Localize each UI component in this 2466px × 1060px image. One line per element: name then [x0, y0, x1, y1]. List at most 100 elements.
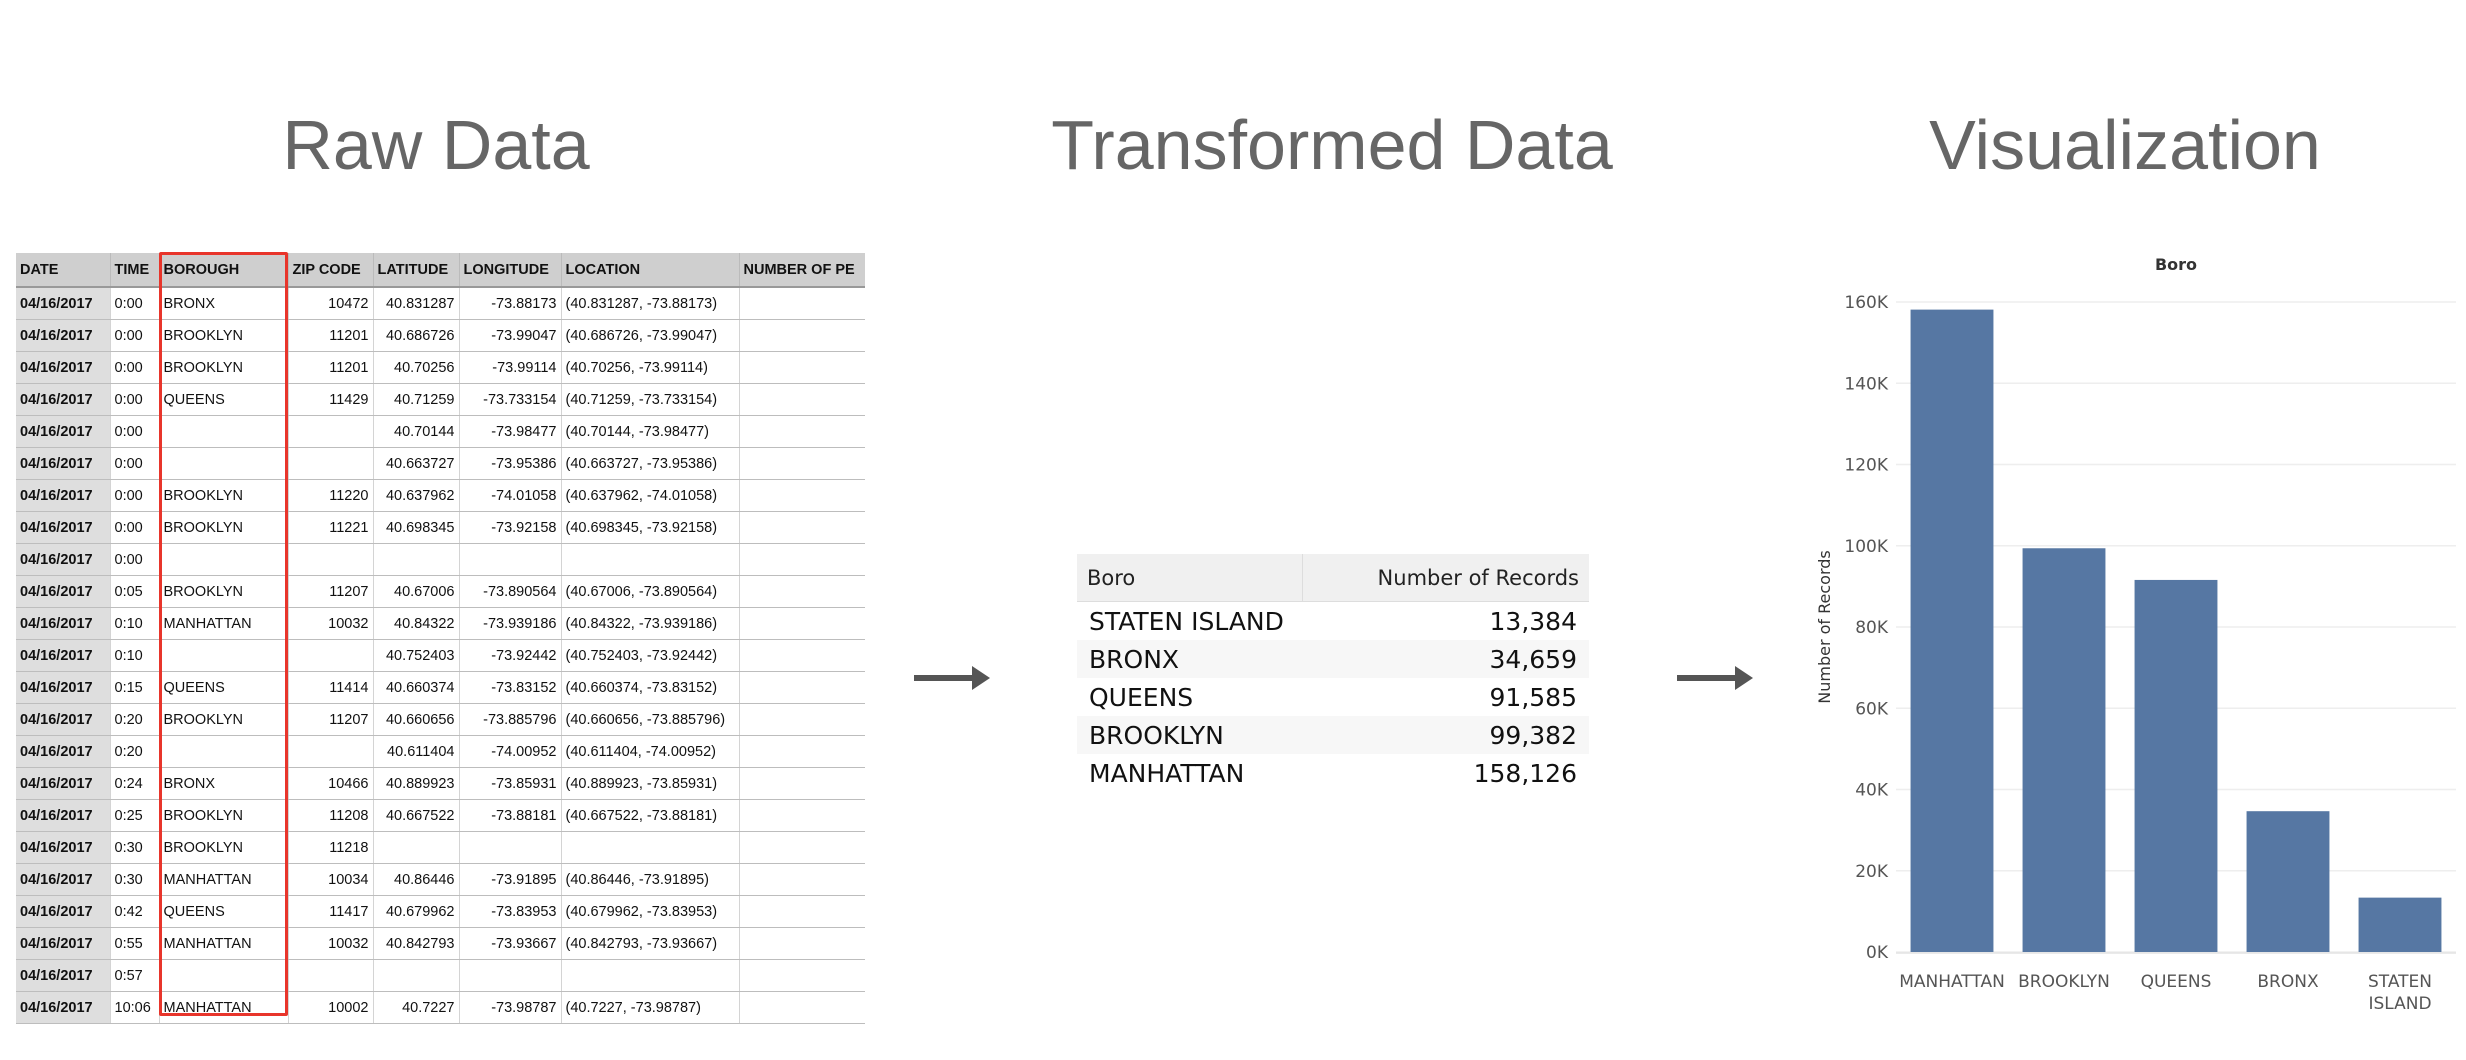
bar-manhattan [1910, 309, 1994, 952]
table-cell: QUEENS [159, 383, 289, 416]
table-cell: (40.67006, -73.890564) [561, 575, 740, 608]
column-header-number-of-records: Number of Records [1302, 554, 1589, 602]
table-cell: BROOKLYN [159, 703, 289, 736]
table-row: 04/16/2017 0:05 BROOKLYN 11207 40.67006 -73.8… [16, 575, 865, 608]
table-cell [373, 543, 460, 576]
table-cell: 04/16/2017 [16, 543, 111, 576]
table-cell: 3 [739, 543, 865, 576]
table-cell: -73.99114 [459, 351, 562, 384]
table-cell: 0 [739, 319, 865, 352]
table-cell: BROOKLYN [159, 351, 289, 384]
y-tick-label: 120K [1844, 456, 1888, 476]
table-cell [159, 543, 289, 576]
table-cell: 0:57 [110, 959, 160, 992]
table-cell [288, 735, 374, 768]
table-cell: 40.611404 [373, 735, 460, 768]
table-cell: -73.885796 [459, 703, 562, 736]
table-cell: (40.70256, -73.99114) [561, 351, 740, 384]
table-cell: -73.83152 [459, 671, 562, 704]
table-cell: 0 [739, 703, 865, 736]
boro-cell: QUEENS [1089, 682, 1194, 712]
x-tick-label: STATEN ISLAND [2368, 972, 2432, 1014]
table-cell: -73.99047 [459, 319, 562, 352]
table-row: QUEENS 91,585 [1077, 678, 1589, 716]
table-cell: MANHATTAN [159, 927, 289, 960]
table-cell: (40.663727, -73.95386) [561, 447, 740, 480]
table-cell: 40.660374 [373, 671, 460, 704]
bar-bronx [2246, 811, 2330, 952]
table-cell: 04/16/2017 [16, 671, 111, 704]
column-header: LATITUDE [373, 253, 460, 288]
y-tick-label: 160K [1844, 293, 1888, 313]
bar-brooklyn [2022, 548, 2106, 952]
table-cell: 10:06 [110, 991, 160, 1024]
table-cell: 11208 [288, 799, 374, 832]
y-axis-label: Number of Records [1815, 550, 1834, 703]
y-tick-label: 100K [1844, 537, 1888, 557]
table-cell: QUEENS [159, 671, 289, 704]
table-cell: 04/16/2017 [16, 479, 111, 512]
table-cell: (40.842793, -73.93667) [561, 927, 740, 960]
table-row: 04/16/2017 0:20 40.611404 -74.00952 (40.6114… [16, 735, 865, 768]
table-cell: (40.70144, -73.98477) [561, 415, 740, 448]
table-cell: 0:42 [110, 895, 160, 928]
raw-data-table: DATE TIME BOROUGH ZIP CODE LATITUDE LONGITUDE… [16, 253, 865, 1024]
table-cell: 04/16/2017 [16, 735, 111, 768]
table-cell: 04/16/2017 [16, 287, 111, 320]
count-cell: 91,585 [1489, 682, 1577, 712]
table-cell: 0 [739, 799, 865, 832]
table-cell: 11207 [288, 703, 374, 736]
table-cell: 40.84322 [373, 607, 460, 640]
column-header: BOROUGH [159, 253, 289, 288]
table-row: 04/16/2017 0:15 QUEENS 11414 40.660374 -73.83… [16, 671, 865, 704]
table-cell [561, 959, 740, 992]
table-cell: -74.00952 [459, 735, 562, 768]
table-cell: 11218 [288, 831, 374, 864]
table-cell: 0:20 [110, 703, 160, 736]
table-cell: (40.71259, -73.733154) [561, 383, 740, 416]
table-cell: 2 [739, 863, 865, 896]
table-cell: MANHATTAN [159, 991, 289, 1024]
table-row: 04/16/2017 0:00 QUEENS 11429 40.71259 -73.733… [16, 383, 865, 416]
table-cell: 0 [739, 831, 865, 864]
table-cell: 0:30 [110, 831, 160, 864]
table-cell: 04/16/2017 [16, 607, 111, 640]
table-cell: 40.663727 [373, 447, 460, 480]
table-cell: 04/16/2017 [16, 351, 111, 384]
table-cell: 0:24 [110, 767, 160, 800]
table-cell: (40.660656, -73.885796) [561, 703, 740, 736]
table-row: 04/16/2017 0:00 BROOKLYN 11221 40.698345 -73.… [16, 511, 865, 544]
y-tick-label: 40K [1855, 781, 1889, 801]
table-cell: 0 [739, 447, 865, 480]
raw-data-title: Raw Data [282, 106, 590, 184]
table-row: 04/16/2017 0:00 BRONX 10472 40.831287 -73.881… [16, 287, 865, 320]
table-cell [459, 959, 562, 992]
table-cell: BROOKLYN [159, 831, 289, 864]
y-tick-label: 140K [1844, 374, 1888, 394]
y-tick-label: 60K [1855, 699, 1889, 719]
table-cell: 0:10 [110, 607, 160, 640]
table-cell [159, 735, 289, 768]
table-cell: MANHATTAN [159, 607, 289, 640]
arrow-right-icon [914, 666, 990, 690]
table-cell: 0 [739, 671, 865, 704]
table-cell [288, 639, 374, 672]
table-cell: 40.637962 [373, 479, 460, 512]
table-cell: 04/16/2017 [16, 991, 111, 1024]
bar-queens [2134, 579, 2218, 952]
table-cell: 0:00 [110, 319, 160, 352]
table-cell: 04/16/2017 [16, 575, 111, 608]
table-cell: 0:55 [110, 927, 160, 960]
y-tick-label: 20K [1855, 862, 1889, 882]
table-cell: (40.7227, -73.98787) [561, 991, 740, 1024]
table-cell: -73.95386 [459, 447, 562, 480]
table-cell: (40.84322, -73.939186) [561, 607, 740, 640]
table-cell: 0 [739, 351, 865, 384]
table-cell: 04/16/2017 [16, 799, 111, 832]
column-header: TIME [110, 253, 160, 288]
table-cell: 11220 [288, 479, 374, 512]
table-cell: 0:00 [110, 383, 160, 416]
table-cell: BROOKLYN [159, 319, 289, 352]
